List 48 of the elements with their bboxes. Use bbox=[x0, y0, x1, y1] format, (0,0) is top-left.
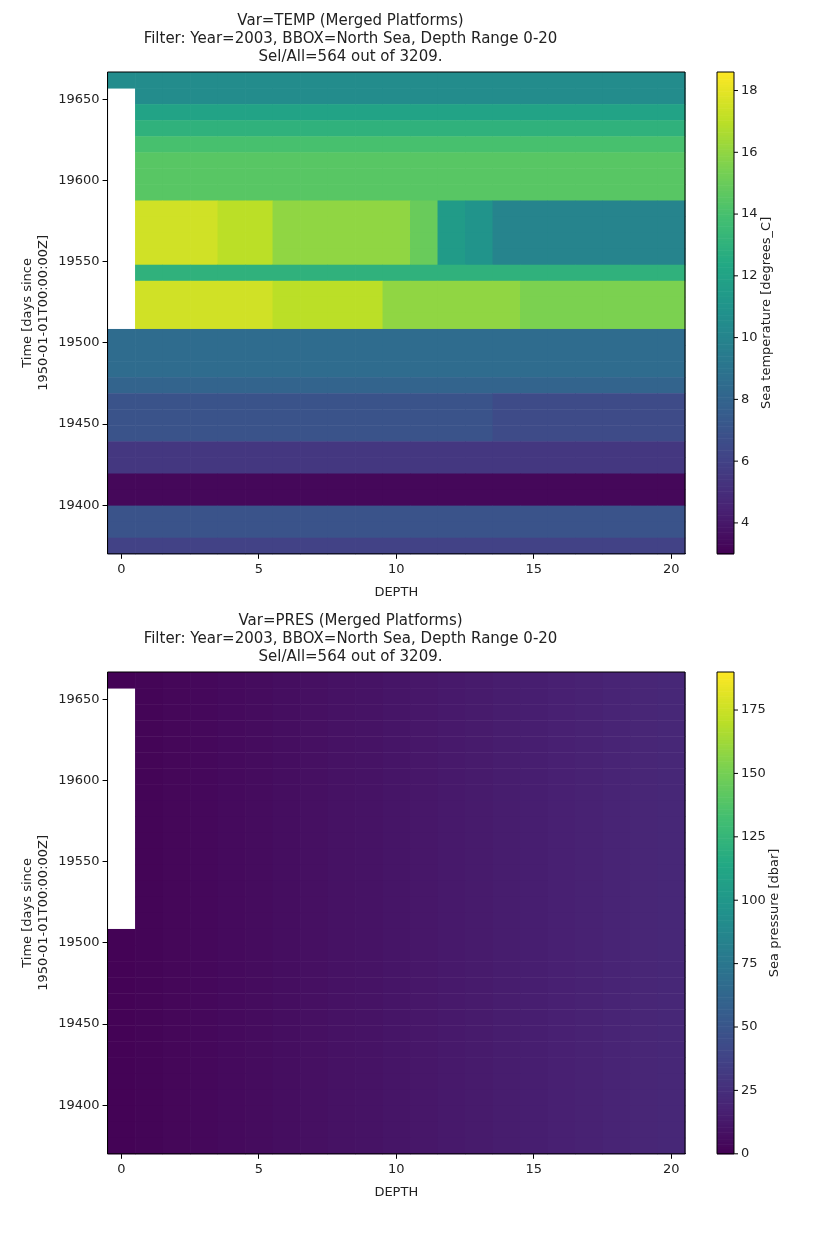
x-tick-label: 0 bbox=[117, 560, 126, 576]
y-tick-label: 19650 bbox=[58, 90, 100, 106]
color-bar-label: 100 bbox=[741, 891, 766, 907]
y-tick-label: 19600 bbox=[58, 772, 100, 788]
y-tick-label: 19500 bbox=[58, 334, 100, 350]
x-tick-label: 20 bbox=[662, 1160, 680, 1176]
chart-title: Var=PRES (Merged Platforms) bbox=[238, 610, 463, 629]
x-tick-label: 10 bbox=[388, 560, 405, 576]
color-bar-label: 10 bbox=[741, 328, 758, 344]
color-bar-title: Sea temperature [degrees_C] bbox=[757, 216, 773, 410]
color-bar-label: 25 bbox=[741, 1081, 758, 1097]
color-bar-label: 6 bbox=[741, 452, 750, 468]
color-bar-label: 4 bbox=[741, 514, 750, 530]
color-bar-label: 175 bbox=[741, 701, 766, 717]
color-bar-label: 0 bbox=[741, 1145, 750, 1161]
color-bar-label: 8 bbox=[741, 390, 750, 406]
color-bar-label: 50 bbox=[741, 1018, 758, 1034]
y-tick-label: 19550 bbox=[58, 253, 100, 269]
color-bar-label: 18 bbox=[741, 81, 758, 97]
x-tick-label: 15 bbox=[525, 560, 543, 576]
color-bar-label: 16 bbox=[741, 143, 758, 159]
color-bar-label: 14 bbox=[741, 205, 758, 221]
x-tick-label: 0 bbox=[117, 1160, 126, 1176]
y-tick-label: 19450 bbox=[58, 1015, 100, 1031]
y-tick-label: 19550 bbox=[58, 853, 100, 869]
x-tick-label: 5 bbox=[254, 560, 263, 576]
y-axis-title: Time [days since 1950-01-01T00:00:00Z] bbox=[19, 234, 50, 391]
x-axis-title: DEPTH bbox=[374, 583, 419, 599]
chart-subtitle: Filter: Year=2003, BBOX=North Sea, Depth Range 0-20 Sel/All=564 out of 3209. bbox=[143, 28, 558, 65]
chart-subtitle: Filter: Year=2003, BBOX=North Sea, Depth Range 0-20 Sel/All=564 out of 3209. bbox=[143, 628, 558, 665]
color-bar-label: 75 bbox=[741, 954, 758, 970]
y-tick-label: 19650 bbox=[58, 690, 100, 706]
y-tick-label: 19450 bbox=[58, 415, 100, 431]
y-tick-label: 19600 bbox=[58, 172, 100, 188]
x-tick-label: 15 bbox=[525, 1160, 543, 1176]
y-tick-label: 19400 bbox=[58, 496, 100, 512]
color-bar-title: Sea pressure [dbar] bbox=[766, 848, 782, 978]
y-tick-label: 19400 bbox=[58, 1096, 100, 1112]
chart-title: Var=TEMP (Merged Platforms) bbox=[237, 10, 464, 29]
x-axis-title: DEPTH bbox=[374, 1183, 419, 1199]
color-bar-label: 12 bbox=[741, 267, 758, 283]
x-tick-label: 10 bbox=[388, 1160, 405, 1176]
x-tick-label: 20 bbox=[662, 560, 680, 576]
color-bar-label: 125 bbox=[741, 828, 766, 844]
color-bar-label: 150 bbox=[741, 764, 766, 780]
y-axis-title: Time [days since 1950-01-01T00:00:00Z] bbox=[19, 834, 50, 991]
y-tick-label: 19500 bbox=[58, 934, 100, 950]
x-tick-label: 5 bbox=[254, 1160, 263, 1176]
